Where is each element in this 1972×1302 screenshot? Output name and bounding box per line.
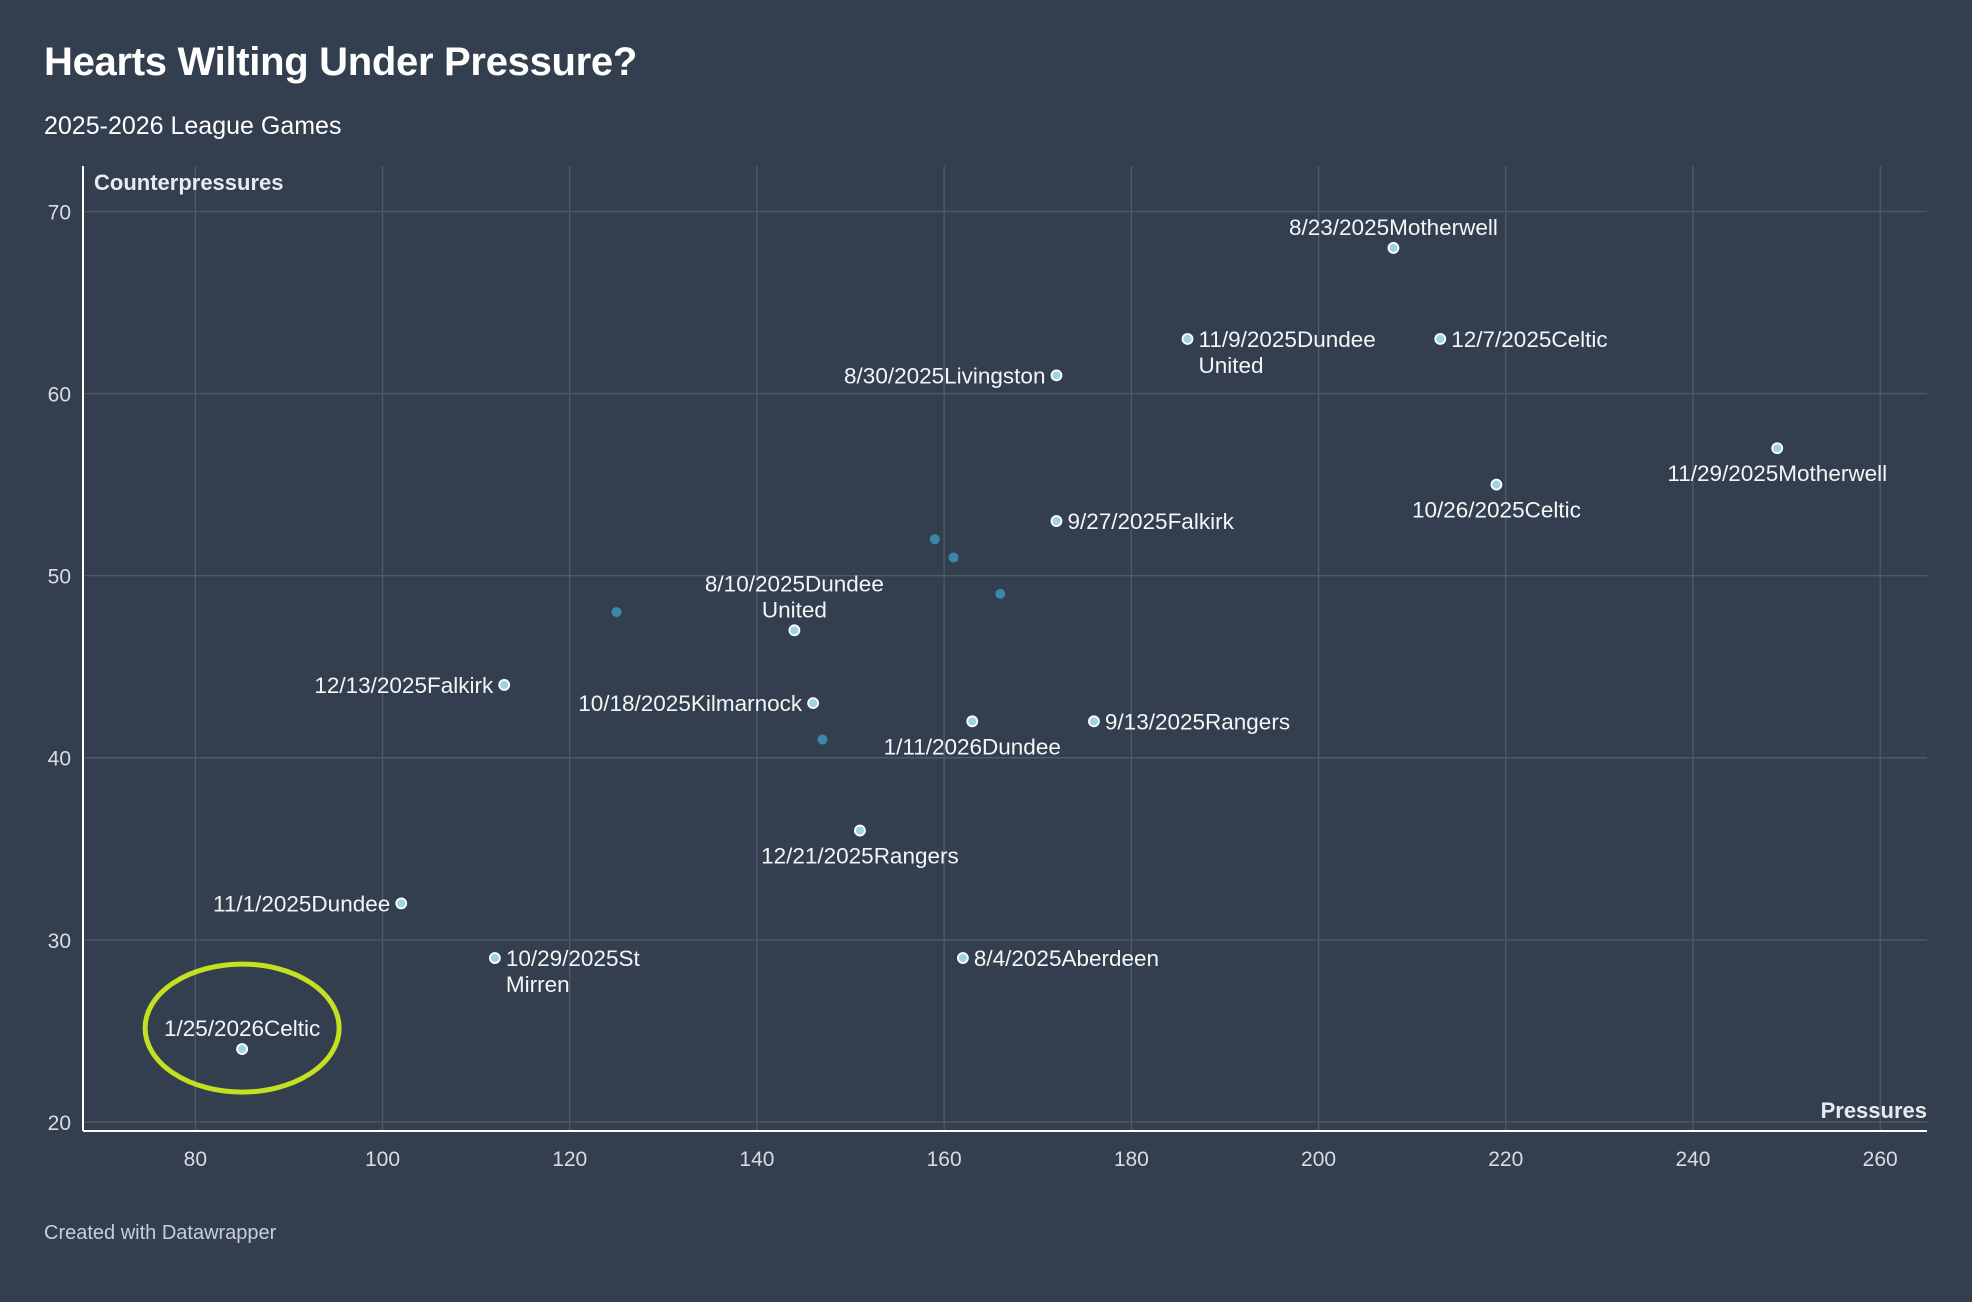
data-point [1181,333,1194,345]
chart-footer: Created with Datawrapper [44,1222,277,1244]
point-label: 12/13/2025Falkirk [314,673,494,698]
point-label-line: 12/7/2025Celtic [1451,327,1607,352]
highlight-ellipse [142,961,342,1095]
point-label-line: 12/21/2025Rangers [761,844,959,869]
highlight-annotation [142,961,342,1095]
point-label: 11/1/2025Dundee [213,891,390,916]
data-point [498,679,511,691]
point-label-line: 8/4/2025Aberdeen [974,946,1159,971]
point-label: 11/29/2025Motherwell [1667,461,1887,486]
data-point [966,715,979,728]
point-label-line: 10/18/2025Kilmarnock [578,691,803,716]
point-label-line: 9/27/2025Falkirk [1067,509,1234,534]
axes: 80 100 120 140 160 180 200 220 240 260 20 30 40 50 60 7… [48,166,1927,1171]
point-label-line: 10/29/2025St [506,946,641,971]
data-point [956,952,969,964]
point-label-line: 9/13/2025Rangers [1105,709,1290,734]
x-tick-label: 200 [1301,1148,1336,1171]
point-label: 10/26/2025Celtic [1412,498,1581,523]
unlabeled-point [929,534,940,545]
data-point [236,1043,249,1055]
y-tick-label: 50 [48,566,71,589]
y-tick-label: 40 [48,748,71,771]
x-tick-label: 220 [1488,1148,1523,1171]
point-label-line: 10/26/2025Celtic [1412,498,1581,523]
x-tick-label: 140 [739,1148,774,1171]
data-point [854,824,866,837]
point-label-line: 11/29/2025Motherwell [1667,461,1887,486]
data-point [395,897,408,910]
point-label: 8/10/2025Dundee United [705,571,884,622]
data-point [1387,242,1400,254]
x-tick-label: 100 [365,1148,400,1171]
chart-subtitle: 2025-2026 League Games [44,112,342,140]
x-tick-label: 180 [1114,1148,1149,1171]
point-label-line: 11/9/2025Dundee [1199,327,1376,352]
data-point [807,697,820,710]
data-point [1771,442,1784,455]
unlabeled-point [817,734,828,745]
point-label: 10/29/2025St Mirren [506,946,641,997]
unlabeled-point [948,552,959,563]
point-label: 8/4/2025Aberdeen [974,946,1159,971]
point-label: 9/27/2025Falkirk [1067,509,1234,534]
point-label: 12/21/2025Rangers [761,844,959,869]
x-axis-title: Pressures [1821,1098,1927,1123]
point-label: 9/13/2025Rangers [1105,709,1290,734]
point-label-line: 1/11/2026Dundee [884,734,1061,759]
x-tick-label: 260 [1863,1148,1898,1171]
point-label-line: 8/23/2025Motherwell [1289,215,1498,240]
point-label-line: United [762,597,827,622]
point-label: 1/11/2026Dundee [884,734,1061,759]
y-tick-label: 20 [48,1112,71,1135]
y-axis-title: Counterpressures [94,170,284,195]
y-tick-label: 30 [48,930,71,953]
point-label-line: 12/13/2025Falkirk [314,673,494,698]
point-label-line: 8/30/2025Livingston [844,363,1045,388]
data-point [1050,369,1063,382]
point-label: 8/23/2025Motherwell [1289,215,1498,240]
data-point [1050,515,1063,527]
point-label: 10/18/2025Kilmarnock [578,691,803,716]
y-tick-label: 60 [48,384,71,407]
y-tick-label: 70 [48,202,71,225]
point-label-line: United [1199,353,1264,378]
x-tick-label: 80 [184,1148,207,1171]
grid-lines [83,166,1927,1131]
unlabeled-point [611,607,622,618]
x-tick-label: 240 [1675,1148,1710,1171]
point-label: 1/25/2026Celtic [164,1016,320,1041]
data-point [1490,478,1503,491]
point-label-line: 11/1/2025Dundee [213,891,390,916]
data-point [788,624,801,637]
point-label-line: Mirren [506,972,570,997]
x-tick-label: 160 [927,1148,962,1171]
point-label: 12/7/2025Celtic [1451,327,1607,352]
data-point [1088,715,1100,728]
data-point [488,952,501,964]
data-point [1434,333,1447,345]
x-tick-label: 120 [552,1148,587,1171]
point-label-line: 8/10/2025Dundee [705,571,884,596]
point-label-line: 1/25/2026Celtic [164,1016,320,1041]
point-label: 8/30/2025Livingston [844,363,1045,388]
unlabeled-point [995,588,1006,599]
unlabeled-points [611,534,1006,745]
point-label: 11/9/2025Dundee United [1199,327,1376,378]
chart-title: Hearts Wilting Under Pressure? [44,40,638,84]
labeled-points [236,242,1784,1055]
